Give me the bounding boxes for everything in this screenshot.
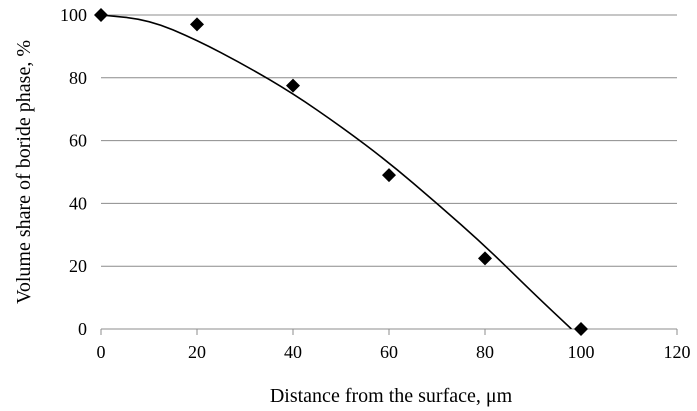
data-point-diamond [286, 78, 300, 93]
x-tick-label: 40 [284, 342, 302, 362]
data-point-diamond [190, 17, 204, 32]
x-axis-title: Distance from the surface, μm [270, 385, 513, 407]
x-tick-label: 100 [568, 342, 595, 362]
x-tick-label: 0 [97, 342, 106, 362]
x-tick-label: 80 [476, 342, 494, 362]
x-tick-label: 60 [380, 342, 398, 362]
data-point-diamond [382, 168, 396, 183]
grid-lines [101, 14, 677, 267]
y-tick-label: 100 [60, 5, 87, 25]
data-point-diamond [574, 322, 588, 336]
y-tick-label: 40 [69, 193, 87, 213]
y-tick-label: 20 [69, 256, 87, 276]
x-tick-labels: 0 20 40 60 80 100 120 [97, 342, 691, 362]
y-tick-label: 80 [69, 68, 87, 88]
y-tick-labels: 0 20 40 60 80 100 [60, 5, 87, 339]
trendline [101, 15, 572, 329]
y-axis-title: Volume share of boride phase, % [13, 40, 35, 304]
y-tick-label: 0 [78, 319, 87, 339]
data-points [94, 8, 588, 336]
trendline-curve [101, 15, 572, 329]
data-point-diamond [94, 8, 108, 22]
axes [100, 328, 678, 335]
data-point-diamond [478, 251, 492, 266]
y-tick-label: 60 [69, 131, 87, 151]
x-tick-label: 120 [664, 342, 691, 362]
x-tick-label: 20 [188, 342, 206, 362]
